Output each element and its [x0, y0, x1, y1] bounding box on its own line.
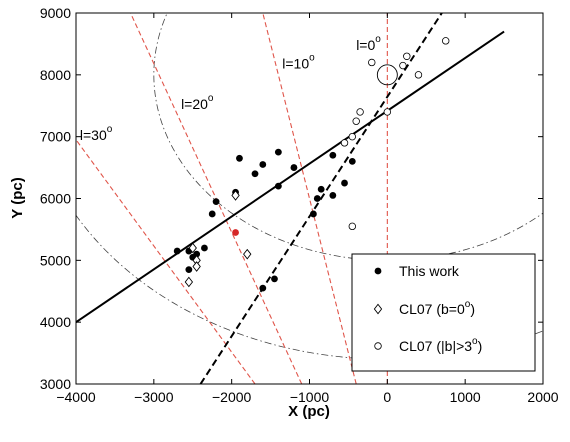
series-3-point-10	[414, 71, 423, 79]
highlight-point-1	[232, 229, 239, 236]
sun-marker	[376, 64, 398, 86]
legend-marker-3	[374, 342, 382, 350]
series-2-point-5	[231, 190, 240, 201]
series-1-point-17	[271, 275, 278, 283]
series-3-point-11	[442, 37, 450, 45]
series-1-point-22	[329, 151, 337, 159]
longitude-label-3: l=20o	[181, 93, 214, 112]
y-tick-label: 4000	[40, 314, 71, 330]
series-1-point-24	[348, 158, 356, 165]
longitude-label-4: l=30o	[80, 124, 113, 143]
series-3-point-1	[340, 139, 349, 147]
legend-marker-1	[374, 267, 382, 275]
series-1-point-8	[212, 198, 220, 205]
longitude-label-2: l=10o	[282, 53, 315, 72]
series-1-point-23	[341, 179, 348, 187]
series-1-point-1	[173, 247, 181, 255]
series-3-point-9	[403, 52, 411, 60]
legend-marker-2	[373, 303, 383, 315]
series-3-point-6	[383, 108, 392, 116]
series-3-point-5	[348, 222, 357, 231]
series-1-point-16	[259, 284, 267, 292]
series-1-point-10	[236, 154, 243, 162]
data-points	[173, 37, 450, 292]
series-3-point-4	[356, 108, 364, 116]
legend-label-1: This work	[399, 263, 460, 279]
series-2-point-4	[184, 276, 194, 288]
series-1-point-2	[185, 266, 193, 274]
x-axis-title: X (pc)	[288, 403, 330, 420]
x-tick-label: −4000	[56, 389, 96, 405]
series-3-point-2	[348, 132, 357, 141]
series-3-point-8	[399, 61, 407, 70]
x-tick-label: −1000	[290, 389, 330, 405]
y-tick-label: 6000	[40, 191, 71, 207]
x-tick-label: 2000	[527, 389, 558, 405]
legend-label-3: CL07 (|b|>3o)	[399, 336, 482, 354]
series-2-point-1	[188, 242, 197, 254]
series-1-point-12	[259, 161, 267, 168]
series-2-point-3	[192, 261, 201, 272]
series-3-point-3	[352, 117, 360, 125]
y-tick-label: 9000	[40, 5, 71, 21]
x-tick-label: −3000	[134, 389, 174, 405]
longitude-labels: l=0o l=10o l=20o l=30o	[80, 34, 381, 143]
y-tick-label: 3000	[40, 376, 71, 392]
solid-fit-line	[76, 30, 505, 323]
longitude-line-4	[76, 139, 256, 384]
series-1-point-20	[317, 185, 325, 193]
series-1-point-7	[208, 210, 216, 218]
series-1-point-15	[290, 164, 298, 171]
longitude-label-1: l=0o	[356, 34, 381, 53]
series-1-point-18	[309, 210, 317, 218]
longitude-lines	[76, 13, 388, 384]
series-2-point-6	[243, 248, 252, 260]
axis-ticks: −4000 −3000 −2000 −1000 0 1000 2000 3000 4000 500…	[40, 5, 559, 405]
y-tick-label: 7000	[40, 129, 71, 145]
y-tick-label: 5000	[40, 252, 71, 268]
series-1-point-19	[313, 195, 321, 202]
legend: This work CL07 (b=0o) CL07 (|b|>3o)	[351, 253, 536, 372]
fit-lines	[76, 13, 505, 384]
x-tick-label: −2000	[212, 389, 252, 405]
series-1-point-21	[329, 192, 337, 199]
series-1-point-14	[274, 182, 282, 190]
series-1-point-11	[251, 170, 259, 178]
longitude-line-2	[262, 13, 357, 384]
legend-label-2: CL07 (b=0o)	[399, 299, 475, 317]
series-1-point-13	[274, 148, 282, 156]
y-tick-label: 8000	[40, 67, 71, 83]
dashed-fit-line	[199, 13, 443, 384]
x-tick-label: 1000	[450, 389, 481, 405]
series-1-point-5	[201, 244, 208, 252]
x-tick-label: 0	[383, 389, 391, 405]
series-3-point-7	[368, 58, 376, 67]
y-axis-title: Y (pc)	[9, 177, 26, 218]
legend-box	[351, 253, 536, 372]
